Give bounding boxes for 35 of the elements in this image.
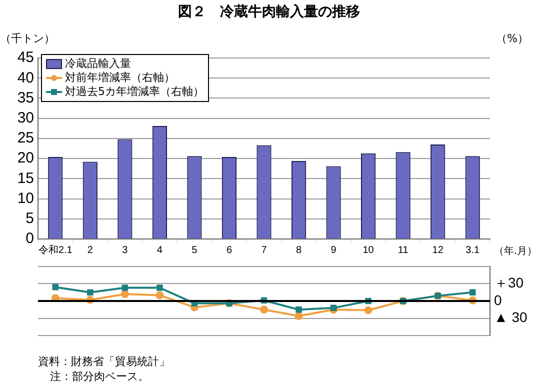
y-tick-label: 5 — [26, 210, 34, 228]
x-tick-label: 9 — [330, 244, 337, 256]
x-tick-label: 10 — [362, 244, 374, 256]
x-tick-label: 2 — [87, 244, 94, 256]
x-tick-label: 4 — [156, 244, 163, 256]
y-tick-label: 25 — [17, 130, 34, 147]
y-tick-label: 10 — [17, 190, 34, 207]
y-tick-label: 40 — [17, 69, 34, 86]
y-tick-label: ＋30 — [494, 274, 524, 291]
y-tick-label: 20 — [17, 150, 34, 167]
x-tick-label: 8 — [296, 244, 302, 256]
legend-label: 対過去5カ年増減率（右軸） — [65, 85, 204, 99]
y-tick-label: 15 — [17, 170, 34, 187]
text: 資料：財務省「貿易統計」 — [38, 354, 170, 369]
y-tick-label: 45 — [17, 49, 34, 66]
x-tick-label: 6 — [226, 244, 232, 256]
y-tick-label: 35 — [17, 89, 34, 106]
x-axis-title: （年.月） — [494, 245, 538, 258]
y-tick-label: ▲ 30 — [494, 309, 528, 326]
text: 注：部分肉ベース。 — [49, 369, 150, 384]
y-axis-title: （千トン） — [0, 31, 55, 46]
legend-label: 冷蔵品輸入量 — [65, 57, 131, 71]
chart-title: 図２ 冷蔵牛肉輸入量の推移 — [177, 3, 361, 21]
legend-label: 対前年増減率（右軸） — [65, 71, 175, 85]
x-tick-label: 3.1 — [466, 244, 480, 256]
x-tick-label: 5 — [192, 244, 198, 256]
y-tick-label: 0 — [494, 292, 502, 308]
x-tick-label: 11 — [398, 244, 409, 256]
y-tick-label: 0 — [26, 230, 34, 248]
x-tick-label: 3 — [122, 244, 128, 256]
text: （%） — [496, 31, 528, 46]
x-tick-label: 令和2.1 — [38, 244, 73, 256]
y-tick-label: 30 — [17, 109, 34, 126]
x-tick-label: 12 — [432, 244, 444, 256]
x-tick-label: 7 — [261, 244, 268, 256]
